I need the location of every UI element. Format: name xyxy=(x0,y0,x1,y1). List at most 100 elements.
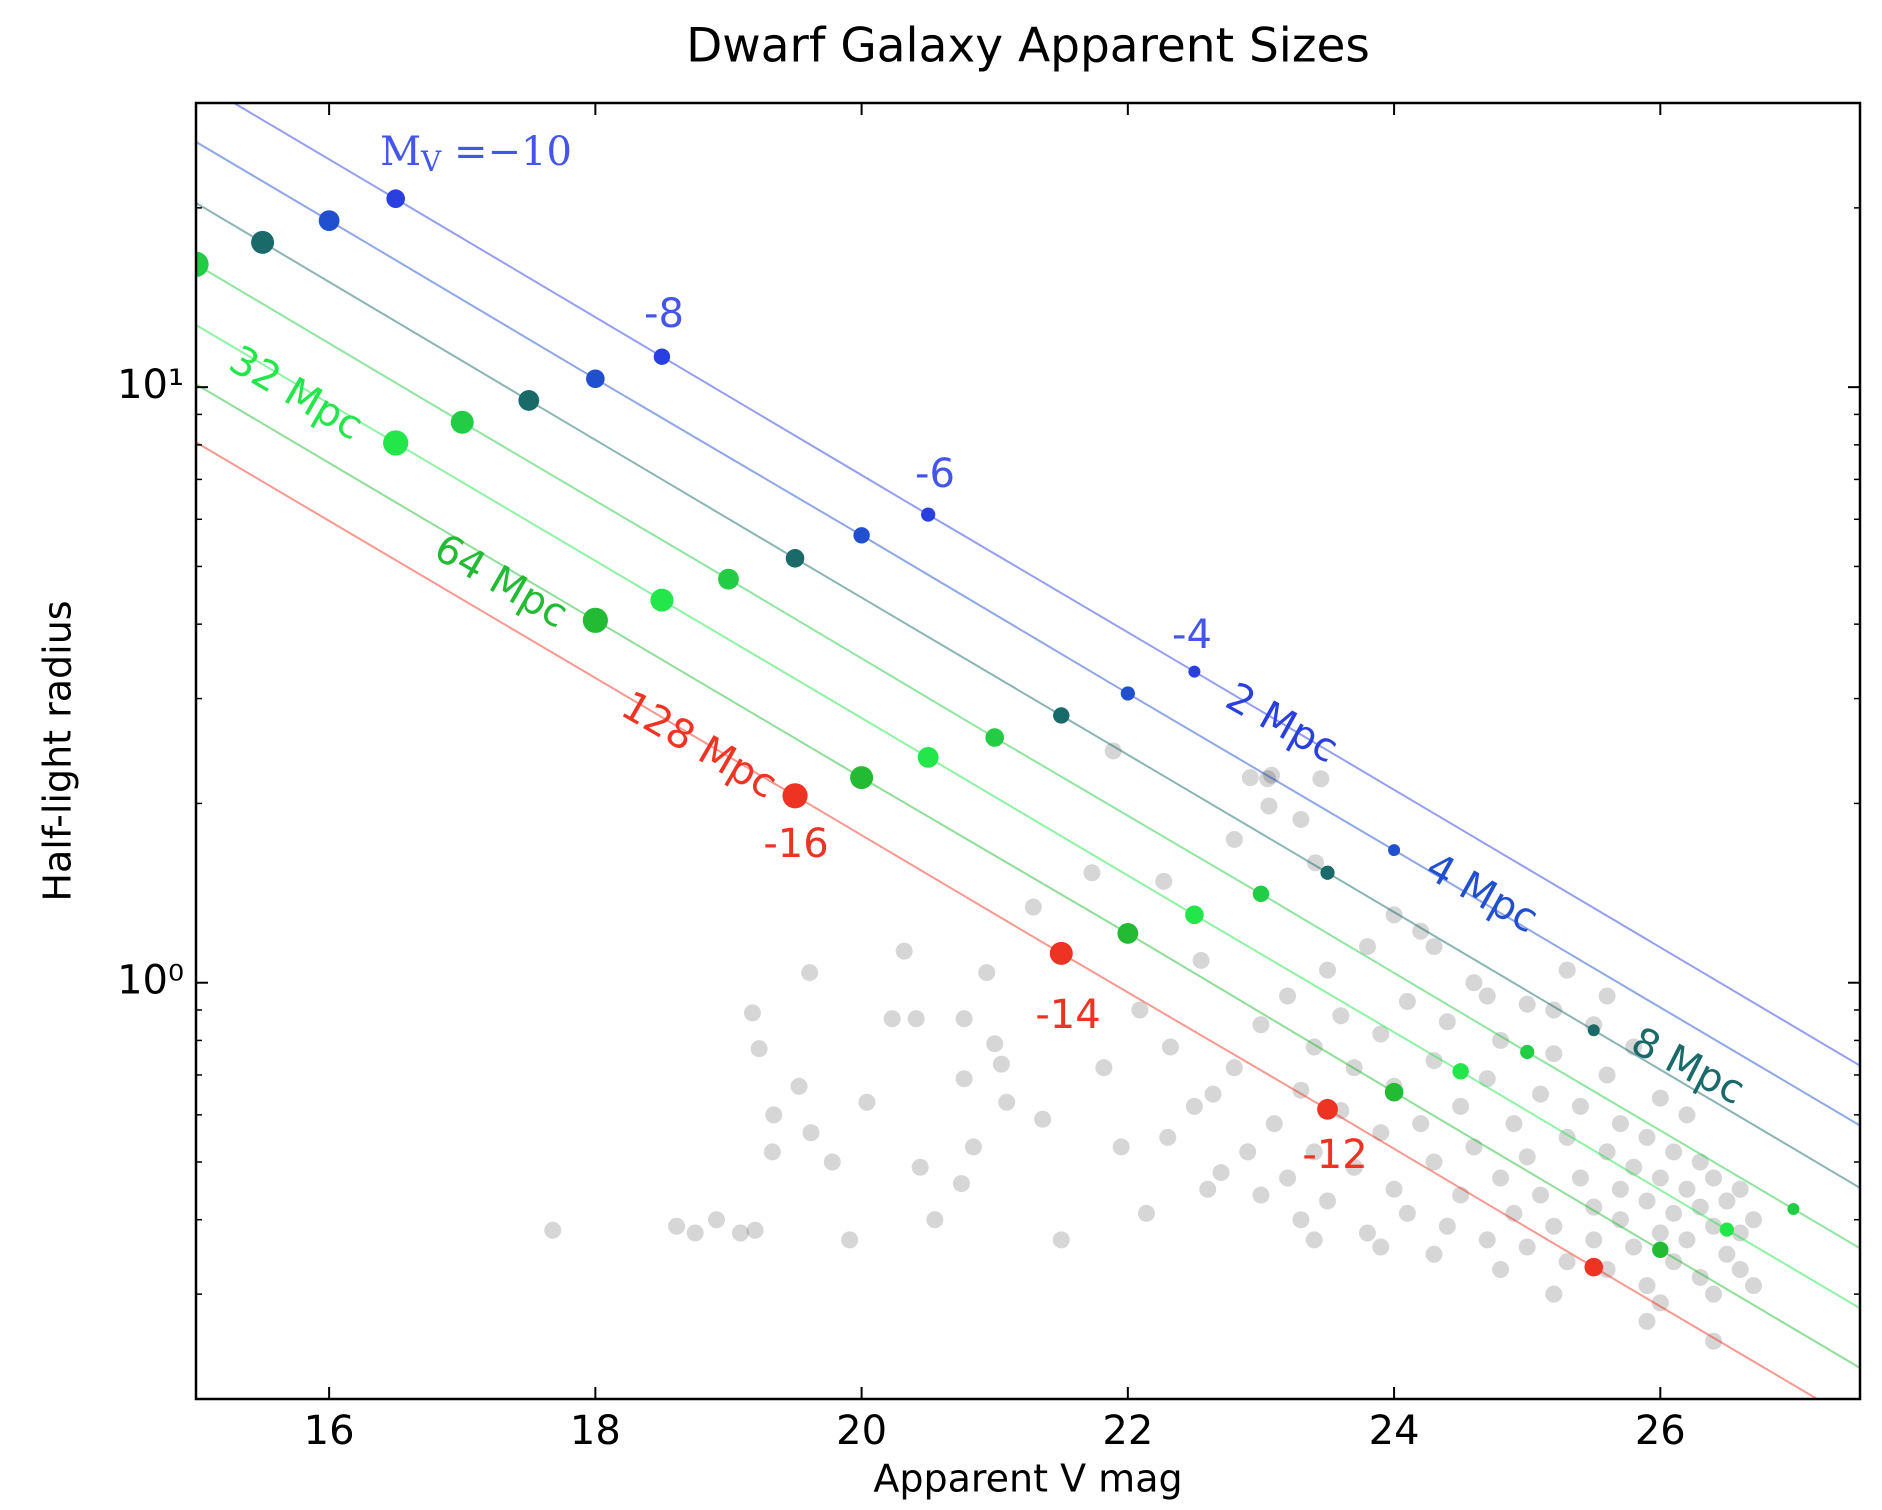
galaxy-point xyxy=(1372,1025,1390,1043)
galaxy-point xyxy=(1104,742,1122,760)
galaxy-marker xyxy=(1587,1024,1600,1037)
galaxy-point xyxy=(998,1093,1016,1111)
galaxy-point xyxy=(743,1004,761,1022)
plot-frame xyxy=(194,101,1862,1401)
galaxy-point xyxy=(1225,830,1243,848)
galaxy-marker xyxy=(383,430,409,456)
series-label: 4 Mpc xyxy=(1418,844,1545,942)
galaxy-point xyxy=(895,942,913,960)
galaxy-marker xyxy=(921,507,936,522)
galaxy-point xyxy=(1665,1204,1683,1222)
galaxy-point xyxy=(1312,770,1330,788)
galaxy-point xyxy=(1678,1180,1696,1198)
galaxy-marker xyxy=(318,210,340,231)
plot-area xyxy=(196,103,1860,1399)
galaxy-point xyxy=(964,1138,982,1156)
galaxy-point xyxy=(1034,1110,1052,1128)
galaxy-point xyxy=(1705,1217,1723,1235)
galaxy-point xyxy=(1492,1031,1510,1049)
galaxy-point xyxy=(1518,995,1536,1013)
galaxy-point xyxy=(1239,1143,1257,1161)
galaxy-point xyxy=(1651,1089,1669,1107)
mv-label: MV =−10 xyxy=(380,129,572,178)
galaxy-point xyxy=(1691,1153,1709,1171)
galaxy-point xyxy=(1024,898,1042,916)
line-extension xyxy=(196,441,796,797)
galaxy-point xyxy=(1731,1224,1749,1242)
galaxy-marker xyxy=(1719,1222,1734,1237)
galaxy-marker xyxy=(917,746,939,768)
x-tick-label: 22 xyxy=(1102,1408,1153,1454)
line-extension xyxy=(1726,1228,1860,1310)
galaxy-point xyxy=(1305,1231,1323,1249)
galaxy-point xyxy=(1425,1153,1443,1171)
distance-line xyxy=(794,794,1595,1268)
galaxy-point xyxy=(801,964,819,982)
line-extension xyxy=(1193,670,1860,1067)
galaxy-point xyxy=(1718,1245,1736,1263)
galaxy-point xyxy=(1705,1169,1723,1187)
galaxy-point xyxy=(907,1010,925,1028)
galaxy-point xyxy=(1083,864,1101,882)
galaxy-point xyxy=(1137,1204,1155,1222)
galaxy-point xyxy=(883,1010,901,1028)
chart-title: Dwarf Galaxy Apparent Sizes xyxy=(686,19,1370,74)
galaxy-marker xyxy=(653,348,671,365)
galaxy-point xyxy=(731,1224,749,1242)
labels: 2 Mpc 4 Mpc 8 Mpc 32 Mpc 64 Mpc 128 Mpc … xyxy=(221,129,1751,1178)
galaxy-point xyxy=(1532,1085,1550,1103)
galaxy-marker xyxy=(985,728,1005,747)
galaxy-point xyxy=(1438,1013,1456,1031)
galaxy-point xyxy=(1199,1180,1217,1198)
galaxy-point xyxy=(952,1175,970,1193)
line-extension xyxy=(232,103,397,200)
galaxy-point xyxy=(790,1077,808,1095)
galaxy-point xyxy=(1425,1245,1443,1263)
galaxy-point xyxy=(746,1221,764,1239)
galaxy-point xyxy=(1585,1198,1603,1216)
galaxy-point xyxy=(1651,1294,1669,1312)
series-label: 128 Mpc xyxy=(613,683,784,808)
galaxy-point xyxy=(1585,1231,1603,1249)
galaxy-point xyxy=(1731,1180,1749,1198)
galaxy-point xyxy=(1372,1124,1390,1142)
galaxy-point xyxy=(1678,1106,1696,1124)
x-tick-label: 24 xyxy=(1369,1408,1420,1454)
galaxy-point xyxy=(978,964,996,982)
galaxy-point xyxy=(1545,1217,1563,1235)
galaxy-marker xyxy=(1185,905,1204,925)
galaxy-point xyxy=(1718,1192,1736,1210)
galaxy-point xyxy=(986,1035,1004,1053)
galaxy-point xyxy=(1465,1138,1483,1156)
galaxy-point xyxy=(1279,1169,1297,1187)
galaxy-point xyxy=(1638,1312,1656,1330)
galaxy-point xyxy=(1651,1169,1669,1187)
galaxy-point xyxy=(802,1124,820,1142)
distance-line xyxy=(395,197,1195,673)
line-extension xyxy=(196,383,596,622)
annotation: -14 xyxy=(1035,992,1100,1038)
galaxy-point xyxy=(1385,1180,1403,1198)
galaxy-point xyxy=(1398,1204,1416,1222)
galaxy-point xyxy=(750,1040,768,1058)
galaxy-marker xyxy=(586,369,605,389)
galaxy-marker xyxy=(1584,1257,1604,1277)
galaxy-point xyxy=(1052,1231,1070,1249)
galaxy-marker xyxy=(386,189,405,209)
galaxy-point xyxy=(1260,797,1278,815)
line-extension xyxy=(1792,1208,1860,1250)
galaxy-marker xyxy=(1188,665,1201,678)
galaxy-point xyxy=(1252,1016,1270,1034)
galaxy-point xyxy=(1412,922,1430,940)
galaxy-marker xyxy=(1320,865,1335,880)
galaxy-point xyxy=(1292,810,1310,828)
y-axis-label: Half-light radius xyxy=(36,600,80,901)
galaxy-point xyxy=(1598,987,1616,1005)
galaxy-point xyxy=(1225,1059,1243,1077)
galaxy-marker xyxy=(1053,707,1070,724)
galaxy-marker xyxy=(1384,1082,1404,1102)
distance-line xyxy=(395,442,1728,1231)
galaxy-point xyxy=(1358,1224,1376,1242)
